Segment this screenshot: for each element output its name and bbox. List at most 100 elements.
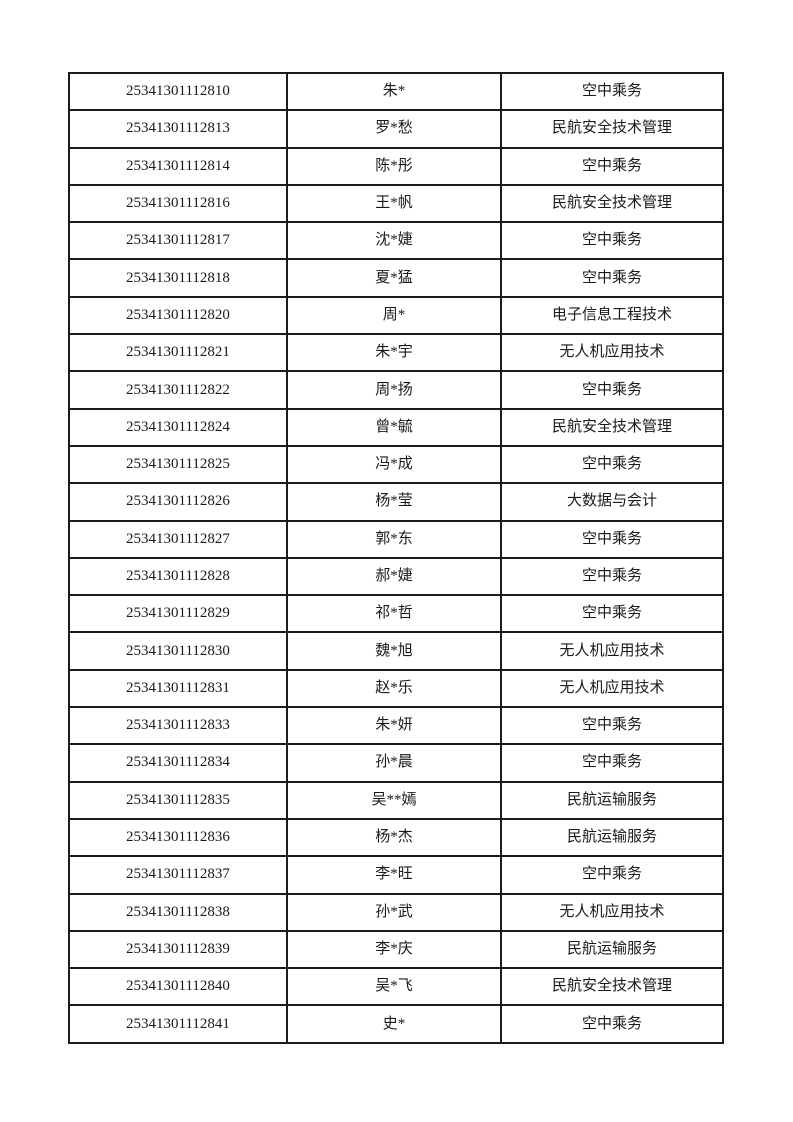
table-row: 25341301112827 郭*东 空中乘务 [68,519,724,559]
candidate-name-cell: 吴*飞 [286,967,502,1007]
major-cell: 空中乘务 [500,258,724,298]
candidate-id-cell: 25341301112822 [68,370,288,410]
candidate-id-cell: 25341301112840 [68,967,288,1007]
table-row: 25341301112821 朱*宇 无人机应用技术 [68,333,724,373]
candidate-name-cell: 周* [286,295,502,336]
candidate-name-cell: 史* [286,1004,502,1044]
table-row: 25341301112833 朱*妍 空中乘务 [68,706,724,746]
major-cell: 无人机应用技术 [500,333,724,373]
table-row: 25341301112835 吴**嫣 民航运输服务 [68,780,724,820]
candidate-name-cell: 冯*成 [286,444,502,485]
major-cell: 大数据与会计 [500,482,724,522]
table-row: 25341301112836 杨*杰 民航运输服务 [68,817,724,858]
table-row: 25341301112813 罗*愁 民航安全技术管理 [68,109,724,149]
candidate-id-cell: 25341301112834 [68,743,288,783]
table-row: 25341301112816 王*帆 民航安全技术管理 [68,183,724,224]
major-cell: 无人机应用技术 [500,892,724,932]
candidate-id-cell: 25341301112824 [68,407,288,447]
table-row: 25341301112841 史* 空中乘务 [68,1004,724,1044]
major-cell: 民航安全技术管理 [500,183,724,224]
table-row: 25341301112839 李*庆 民航运输服务 [68,929,724,970]
candidate-id-cell: 25341301112830 [68,631,288,671]
candidate-name-cell: 朱* [286,71,502,112]
table-row: 25341301112838 孙*武 无人机应用技术 [68,892,724,932]
candidate-id-cell: 25341301112829 [68,594,288,634]
candidate-id-cell: 25341301112841 [68,1004,288,1044]
candidate-id-cell: 25341301112836 [68,817,288,858]
candidate-name-cell: 朱*妍 [286,706,502,746]
table-row: 25341301112828 郝*婕 空中乘务 [68,556,724,597]
major-cell: 民航安全技术管理 [500,967,724,1007]
candidate-name-cell: 李*旺 [286,855,502,895]
major-cell: 空中乘务 [500,519,724,559]
candidate-name-cell: 朱*宇 [286,333,502,373]
table-row: 25341301112837 李*旺 空中乘务 [68,855,724,895]
major-cell: 民航运输服务 [500,817,724,858]
candidate-id-cell: 25341301112816 [68,183,288,224]
candidate-id-cell: 25341301112838 [68,892,288,932]
candidate-name-cell: 陈*彤 [286,146,502,186]
candidate-id-cell: 25341301112820 [68,295,288,336]
candidate-id-cell: 25341301112833 [68,706,288,746]
table-row: 25341301112829 祁*哲 空中乘务 [68,594,724,634]
table-row: 25341301112817 沈*婕 空中乘务 [68,221,724,261]
table-row: 25341301112834 孙*晨 空中乘务 [68,743,724,783]
candidate-id-cell: 25341301112814 [68,146,288,186]
candidate-id-cell: 25341301112839 [68,929,288,970]
major-cell: 空中乘务 [500,71,724,112]
roster-table: 25341301112810 朱* 空中乘务 25341301112813 罗*愁 民航安… [68,71,724,1044]
candidate-id-cell: 25341301112817 [68,221,288,261]
major-cell: 民航安全技术管理 [500,109,724,149]
major-cell: 空中乘务 [500,706,724,746]
candidate-id-cell: 25341301112821 [68,333,288,373]
candidate-id-cell: 25341301112837 [68,855,288,895]
table-row: 25341301112825 冯*成 空中乘务 [68,444,724,485]
candidate-name-cell: 吴**嫣 [286,780,502,820]
major-cell: 空中乘务 [500,444,724,485]
major-cell: 无人机应用技术 [500,668,724,709]
major-cell: 空中乘务 [500,146,724,186]
major-cell: 空中乘务 [500,221,724,261]
candidate-name-cell: 郝*婕 [286,556,502,597]
major-cell: 民航运输服务 [500,780,724,820]
table-row: 25341301112818 夏*猛 空中乘务 [68,258,724,298]
table-row: 25341301112830 魏*旭 无人机应用技术 [68,631,724,671]
major-cell: 空中乘务 [500,743,724,783]
candidate-name-cell: 孙*武 [286,892,502,932]
candidate-name-cell: 李*庆 [286,929,502,970]
major-cell: 空中乘务 [500,556,724,597]
candidate-name-cell: 祁*哲 [286,594,502,634]
candidate-id-cell: 25341301112828 [68,556,288,597]
candidate-name-cell: 魏*旭 [286,631,502,671]
candidate-name-cell: 曾*毓 [286,407,502,447]
candidate-name-cell: 杨*杰 [286,817,502,858]
major-cell: 空中乘务 [500,370,724,410]
table-row: 25341301112840 吴*飞 民航安全技术管理 [68,967,724,1007]
table-row: 25341301112824 曾*毓 民航安全技术管理 [68,407,724,447]
major-cell: 空中乘务 [500,594,724,634]
candidate-name-cell: 郭*东 [286,519,502,559]
candidate-id-cell: 25341301112826 [68,482,288,522]
candidate-name-cell: 王*帆 [286,183,502,224]
major-cell: 民航安全技术管理 [500,407,724,447]
major-cell: 空中乘务 [500,855,724,895]
major-cell: 电子信息工程技术 [500,295,724,336]
candidate-name-cell: 杨*莹 [286,482,502,522]
table-row: 25341301112822 周*扬 空中乘务 [68,370,724,410]
candidate-name-cell: 夏*猛 [286,258,502,298]
candidate-name-cell: 赵*乐 [286,668,502,709]
table-row: 25341301112820 周* 电子信息工程技术 [68,295,724,336]
candidate-id-cell: 25341301112825 [68,444,288,485]
major-cell: 民航运输服务 [500,929,724,970]
table-row: 25341301112814 陈*彤 空中乘务 [68,146,724,186]
candidate-name-cell: 罗*愁 [286,109,502,149]
major-cell: 空中乘务 [500,1004,724,1044]
candidate-id-cell: 25341301112810 [68,71,288,112]
candidate-id-cell: 25341301112835 [68,780,288,820]
candidate-name-cell: 孙*晨 [286,743,502,783]
candidate-name-cell: 沈*婕 [286,221,502,261]
table-row: 25341301112831 赵*乐 无人机应用技术 [68,668,724,709]
major-cell: 无人机应用技术 [500,631,724,671]
candidate-id-cell: 25341301112818 [68,258,288,298]
